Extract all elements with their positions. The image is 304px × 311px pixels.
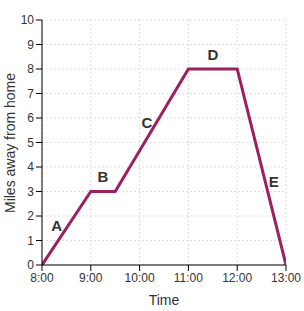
svg-text:E: E [269,173,279,190]
svg-text:1: 1 [27,234,34,248]
svg-text:11:00: 11:00 [174,271,203,285]
svg-text:8: 8 [27,62,34,76]
svg-text:A: A [51,217,62,234]
svg-text:9:00: 9:00 [79,271,103,285]
svg-text:13:00: 13:00 [271,271,296,285]
svg-text:B: B [98,168,109,185]
svg-text:8:00: 8:00 [30,271,54,285]
svg-text:C: C [141,114,152,131]
svg-text:D: D [207,46,218,63]
svg-text:10: 10 [21,13,35,27]
svg-text:9: 9 [27,38,34,52]
svg-text:6: 6 [27,111,34,125]
svg-text:0: 0 [27,258,34,272]
svg-text:10:00: 10:00 [125,271,155,285]
svg-text:3: 3 [27,185,34,199]
svg-text:5: 5 [27,136,34,150]
svg-text:2: 2 [27,209,34,223]
html-text:Miles away from home: Miles away from home [2,73,18,213]
svg-text:4: 4 [27,160,34,174]
svg-text:Time: Time [149,292,180,308]
svg-text:7: 7 [27,87,34,101]
svg-text:12:00: 12:00 [222,271,252,285]
